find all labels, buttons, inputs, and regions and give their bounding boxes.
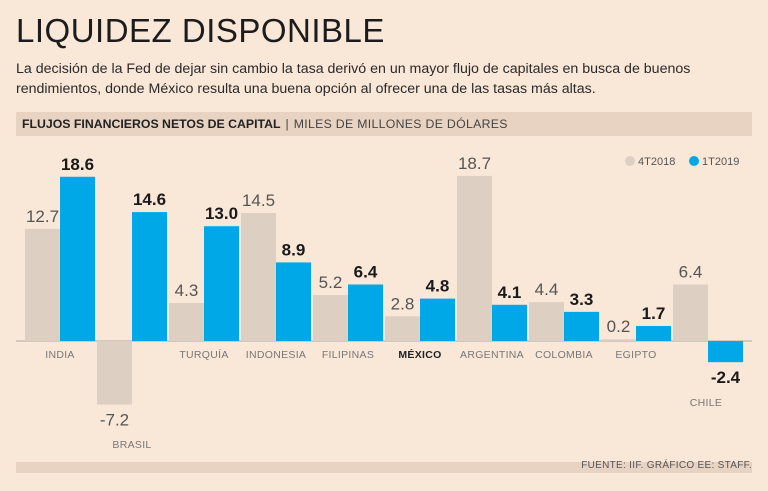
value-label-1t2019-india: 18.6 [61,155,94,174]
value-label-4t2018-chile: 6.4 [679,262,703,281]
category-label-turquía: TURQUÍA [179,348,228,361]
bar-4t2018-brasil [97,341,132,405]
bar-4t2018-filipinas [313,295,348,341]
legend-label-1t2019: 1T2019 [702,156,739,168]
bar-4t2018-indonesia [241,212,276,341]
value-label-4t2018-filipinas: 5.2 [319,273,343,292]
chart-unit: MILES DE MILLONES DE DÓLARES [293,117,508,131]
category-label-india: INDIA [45,349,75,361]
bar-1t2019-colombia [564,311,599,341]
value-label-4t2018-turquía: 4.3 [175,281,199,300]
source-note: FUENTE: IIF. GRÁFICO EE: STAFF. [581,460,752,471]
bar-1t2019-argentina [492,304,527,341]
category-label-egipto: EGIPTO [615,349,656,361]
value-label-4t2018-argentina: 18.7 [458,154,491,173]
page-subtitle: La decisión de la Fed de dejar sin cambi… [16,61,691,97]
category-label-méxico: MÉXICO [398,348,441,361]
bar-4t2018-colombia [529,302,564,341]
value-label-4t2018-méxico: 2.8 [391,294,415,313]
bar-4t2018-turquía [169,303,204,341]
bar-1t2019-indonesia [276,262,311,341]
category-label-indonesia: INDONESIA [246,349,306,361]
value-label-4t2018-india: 12.7 [26,207,59,226]
chart-header-separator: | [285,117,289,131]
value-label-4t2018-egipto: 0.2 [607,317,631,336]
bar-4t2018-egipto [601,339,636,341]
value-label-1t2019-brasil: 14.6 [133,190,166,209]
value-label-4t2018-indonesia: 14.5 [242,191,275,210]
category-label-chile: CHILE [690,397,722,409]
bar-4t2018-méxico [385,316,420,341]
value-label-1t2019-filipinas: 6.4 [354,262,378,281]
bar-1t2019-méxico [420,298,455,341]
value-label-1t2019-chile: -2.4 [711,368,741,387]
bar-1t2019-brasil [132,212,167,341]
bar-4t2018-argentina [457,175,492,341]
bar-1t2019-chile [708,341,743,363]
legend-label-4t2018: 4T2018 [638,156,675,168]
category-label-argentina: ARGENTINA [460,349,524,361]
value-label-1t2019-méxico: 4.8 [426,277,450,296]
bar-1t2019-india [60,176,95,341]
footer-band [16,462,752,473]
bar-1t2019-egipto [636,325,671,341]
chart-header-band: FLUJOS FINANCIEROS NETOS DE CAPITAL | MI… [16,112,752,136]
value-label-1t2019-indonesia: 8.9 [282,240,306,259]
value-label-1t2019-colombia: 3.3 [570,290,594,309]
value-label-1t2019-turquía: 13.0 [205,204,238,223]
category-label-colombia: COLOMBIA [535,349,593,361]
legend-swatch-1t2019 [689,156,699,166]
category-label-filipinas: FILIPINAS [322,349,374,361]
bar-4t2018-india [25,228,60,341]
bar-4t2018-chile [673,284,708,341]
value-label-1t2019-egipto: 1.7 [642,304,666,323]
value-label-1t2019-argentina: 4.1 [498,283,522,302]
category-label-brasil: BRASIL [112,439,151,451]
legend-swatch-4t2018 [625,156,635,166]
bar-1t2019-turquía [204,226,239,341]
value-label-4t2018-colombia: 4.4 [535,280,559,299]
page-title: LIQUIDEZ DISPONIBLE [16,12,385,49]
value-label-4t2018-brasil: -7.2 [100,411,129,430]
chart-title: FLUJOS FINANCIEROS NETOS DE CAPITAL [22,117,281,131]
bar-1t2019-filipinas [348,284,383,341]
